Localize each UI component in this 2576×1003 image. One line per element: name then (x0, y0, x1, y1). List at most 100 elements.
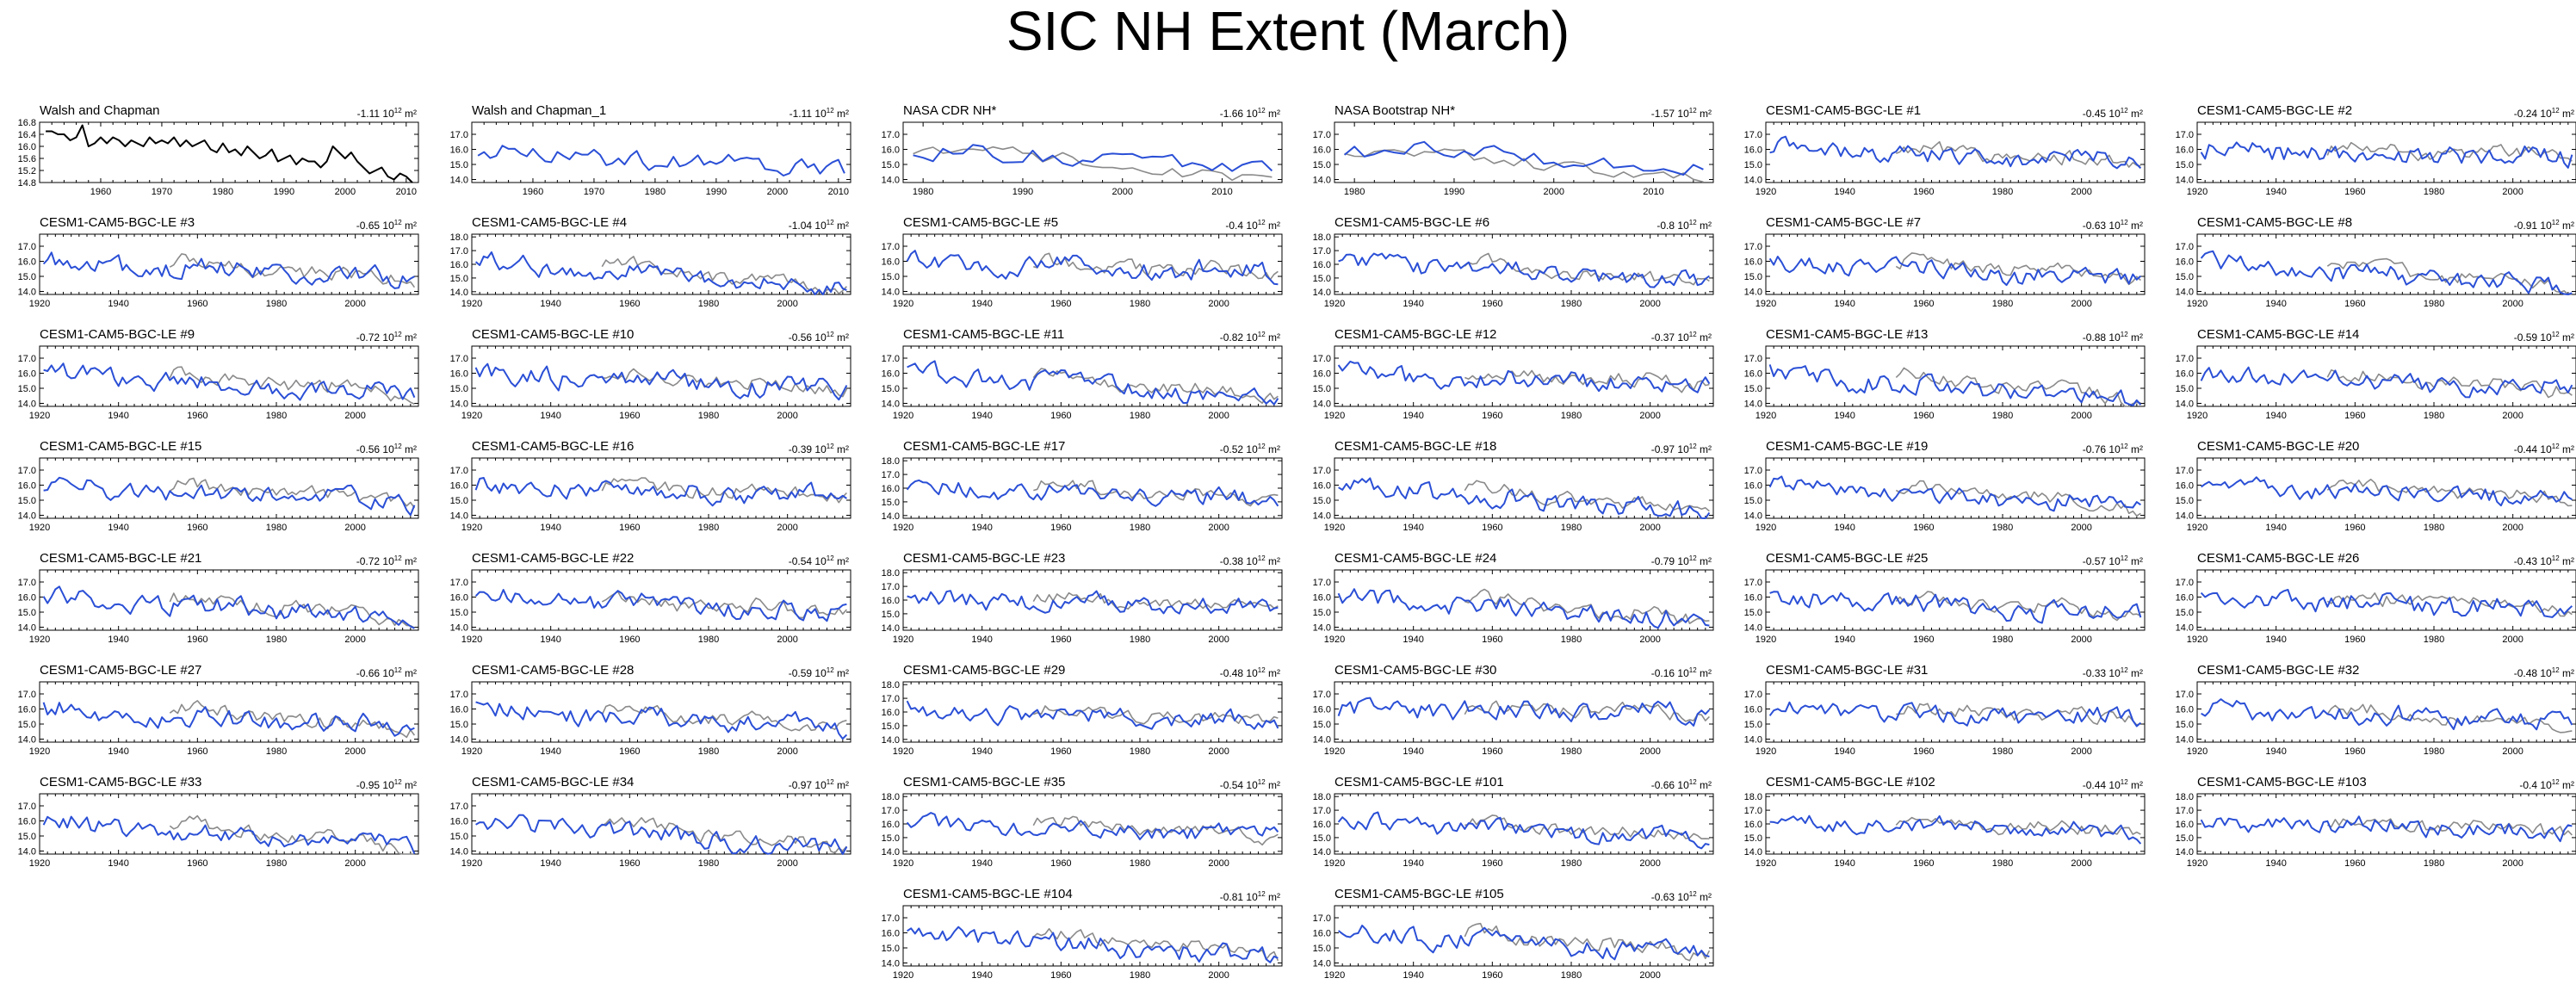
model-series-line (907, 360, 1279, 406)
y-tick-label: 14.0 (2176, 735, 2194, 746)
model-series-line (2201, 698, 2573, 731)
x-tick-label: 1980 (913, 187, 933, 197)
x-tick-label: 1960 (1482, 299, 1502, 309)
y-tick-label: 14.0 (1313, 735, 1331, 746)
plot-frame (902, 345, 1283, 407)
x-tick-label: 1980 (2424, 299, 2444, 309)
y-tick-label: 14.0 (882, 735, 900, 746)
model-series-line (1768, 364, 2142, 406)
model-series-line (1338, 477, 1711, 519)
y-tick-label: 16.0 (1744, 257, 1762, 268)
y-tick-label: 16.0 (18, 257, 36, 268)
panel-title: CESM1-CAM5-BGC-LE #16 (472, 439, 635, 454)
x-tick-label: 2000 (1208, 858, 1229, 869)
y-tick-label: 15.0 (450, 160, 468, 170)
y-tick-label: 17.0 (450, 690, 468, 700)
y-tick-label: 17.0 (1313, 246, 1331, 257)
plot-frame (2196, 457, 2576, 519)
panel-title: CESM1-CAM5-BGC-LE #28 (472, 663, 635, 678)
reference-series-line (169, 253, 416, 288)
x-tick-label: 2000 (767, 187, 788, 197)
line-chart: 1920 1940 1960 1980 2000 14.0 15.0 16.0 17.0 18.0 (882, 456, 1283, 533)
x-tick-label: 1920 (461, 858, 482, 869)
plot-frame (1765, 345, 2146, 407)
chart-panel: CESM1-CAM5-BGC-LE #14 -0.59 1012 m² 1920 19… (2158, 327, 2576, 429)
panel-title: CESM1-CAM5-BGC-LE #3 (40, 215, 195, 230)
panel-title: CESM1-CAM5-BGC-LE #11 (903, 327, 1065, 342)
y-tick-label: 16.0 (882, 257, 900, 268)
panel-title: CESM1-CAM5-BGC-LE #9 (40, 327, 195, 342)
y-tick-label: 15.0 (882, 160, 900, 170)
y-tick-label: 15.2 (18, 166, 36, 176)
y-tick-label: 14.8 (18, 178, 36, 189)
reference-series-line (602, 368, 848, 398)
trend-label: -1.11 1012 m² (356, 107, 417, 120)
y-tick-label: 18.0 (882, 792, 900, 802)
x-tick-label: 2000 (1208, 411, 1229, 421)
trend-label: -0.91 1012 m² (2513, 219, 2574, 232)
y-tick-label: 16.0 (882, 369, 900, 380)
x-tick-label: 1960 (619, 411, 640, 421)
x-tick-label: 1960 (1913, 187, 1934, 197)
line-chart: 1920 1940 1960 1980 2000 14.0 15.0 16.0 17.0 (882, 345, 1283, 421)
line-chart: 1920 1940 1960 1980 2000 14.0 15.0 16.0 17.0 (450, 793, 851, 869)
line-chart: 1920 1940 1960 1980 2000 14.0 15.0 16.0 17.0 18.0 (1313, 792, 1714, 869)
y-tick-label: 16.0 (1744, 145, 1762, 156)
plot-frame (902, 793, 1283, 855)
trend-label: -0.43 1012 m² (2513, 554, 2574, 567)
panel-title: CESM1-CAM5-BGC-LE #32 (2197, 663, 2360, 678)
chart-panel: CESM1-CAM5-BGC-LE #2 -0.24 1012 m² 1920 194… (2158, 103, 2576, 205)
y-tick-label: 14.0 (882, 623, 900, 634)
y-tick-label: 14.0 (18, 623, 36, 634)
y-tick-label: 15.0 (18, 832, 36, 842)
x-tick-label: 1960 (1050, 299, 1071, 309)
x-tick-label: 2000 (1639, 411, 1660, 421)
chart-panel: CESM1-CAM5-BGC-LE #29 -0.48 1012 m² 1920 19… (864, 663, 1291, 765)
x-tick-label: 1940 (971, 299, 992, 309)
y-tick-label: 17.0 (1744, 690, 1762, 700)
model-series-line (2200, 141, 2573, 169)
x-tick-label: 2000 (1639, 858, 1660, 869)
x-tick-label: 1960 (619, 746, 640, 757)
line-chart: 1920 1940 1960 1980 2000 14.0 15.0 16.0 17.0 (450, 569, 851, 645)
x-tick-label: 1960 (1482, 858, 1502, 869)
y-tick-label: 16.0 (450, 593, 468, 604)
x-tick-label: 1920 (1756, 187, 1776, 197)
x-tick-label: 1920 (461, 299, 482, 309)
y-tick-label: 17.0 (1744, 466, 1762, 476)
x-tick-label: 1960 (187, 299, 207, 309)
x-tick-label: 1960 (1050, 411, 1071, 421)
y-tick-label: 15.0 (1313, 496, 1331, 506)
y-tick-label: 14.0 (1744, 288, 1762, 298)
y-tick-label: 14.0 (450, 288, 468, 298)
panel-title: CESM1-CAM5-BGC-LE #102 (1766, 775, 1935, 789)
x-tick-label: 1920 (2187, 523, 2208, 533)
line-chart: 1920 1940 1960 1980 2000 14.0 15.0 16.0 17.0 (18, 457, 419, 533)
y-tick-label: 16.0 (1313, 481, 1331, 492)
model-series-line (2200, 366, 2573, 399)
y-tick-label: 14.0 (450, 399, 468, 410)
reference-series-line (169, 814, 415, 855)
x-tick-label: 1940 (2265, 523, 2286, 533)
y-tick-label: 14.0 (450, 511, 468, 522)
y-tick-label: 15.6 (18, 154, 36, 164)
panel-title: CESM1-CAM5-BGC-LE #23 (903, 551, 1066, 566)
model-series-line (1337, 360, 1711, 393)
chart-panel: CESM1-CAM5-BGC-LE #4 -1.04 1012 m² 1920 194… (432, 215, 859, 317)
y-tick-label: 14.0 (1313, 176, 1331, 186)
x-tick-label: 2000 (2502, 523, 2523, 533)
y-tick-label: 17.0 (2176, 578, 2194, 588)
plot-frame (902, 121, 1283, 183)
line-chart: 1920 1940 1960 1980 2000 14.0 15.0 16.0 17.0 (1313, 457, 1714, 533)
x-tick-label: 1920 (29, 411, 50, 421)
x-tick-label: 1960 (187, 746, 207, 757)
x-tick-label: 1920 (1756, 746, 1776, 757)
x-tick-label: 2000 (1639, 635, 1660, 645)
y-tick-label: 17.0 (1313, 466, 1331, 476)
x-tick-label: 1980 (1130, 299, 1150, 309)
model-series-line (474, 362, 848, 401)
y-tick-label: 18.0 (882, 680, 900, 690)
model-series-line (42, 815, 416, 854)
x-tick-label: 1980 (698, 523, 719, 533)
x-tick-label: 1980 (1130, 411, 1150, 421)
